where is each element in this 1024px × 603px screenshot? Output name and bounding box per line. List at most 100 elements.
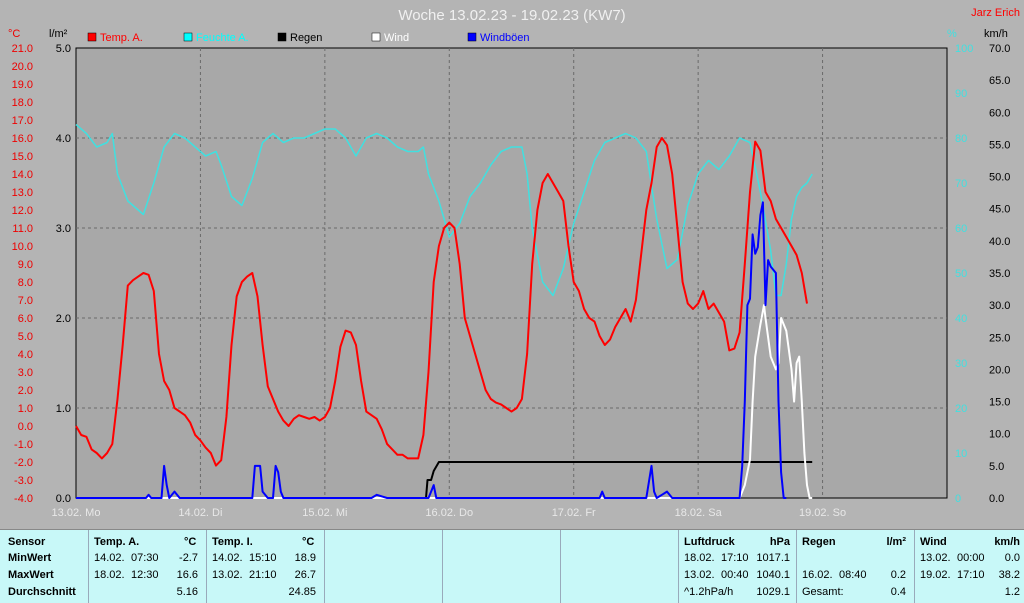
x-tick-label: 16.02. Do [425, 507, 473, 519]
wind-axis-tick: 10.0 [989, 429, 1010, 441]
humidity-axis-tick: 80 [955, 133, 967, 145]
humidity-axis-tick: 70 [955, 178, 967, 190]
rain-axis-tick: 0.0 [56, 493, 71, 505]
temp-axis-tick: -2.0 [14, 457, 33, 469]
humidity-axis-tick: 0 [955, 493, 961, 505]
x-tick-label: 18.02. Sa [675, 507, 723, 519]
series-line-gust [76, 201, 787, 499]
rain-axis-tick: 5.0 [56, 43, 71, 55]
luft-min-val: 1017.1 [756, 552, 790, 564]
regen-title: Regen [802, 536, 836, 548]
x-tick-label: 14.02. Di [178, 507, 222, 519]
wind-axis-tick: 45.0 [989, 204, 1010, 216]
legend-label-rain: Regen [290, 32, 322, 44]
temp-axis-tick: 5.0 [18, 331, 33, 343]
temp-a-max-val: 16.6 [176, 569, 198, 581]
stats-col-labels: Sensor MinWert MaxWert Durchschnitt [0, 530, 89, 603]
stats-col-luftdruck: Luftdruck hPa 18.02. 17:10 1017.1 13.02.… [679, 530, 797, 603]
temp-axis-tick: -3.0 [14, 475, 33, 487]
temp-axis-tick: 19.0 [12, 79, 33, 91]
legend-label-wind: Wind [384, 32, 409, 44]
temp-i-avg: 24.85 [288, 586, 316, 598]
legend-label-temp: Temp. A. [100, 32, 143, 44]
chart-credit: Jarz Erich [971, 7, 1020, 19]
temp-axis-tick: 3.0 [18, 367, 33, 379]
rain-axis-tick: 3.0 [56, 223, 71, 235]
wind-axis-tick: 35.0 [989, 268, 1010, 280]
x-tick-label: 13.02. Mo [52, 507, 101, 519]
temp-a-min-val: -2.7 [179, 552, 198, 564]
temp-axis-tick: -4.0 [14, 493, 33, 505]
humidity-axis-tick: 50 [955, 268, 967, 280]
stats-col-empty-1 [325, 530, 443, 603]
temp-a-title: Temp. A. [94, 536, 140, 548]
wind-unit: km/h [994, 536, 1020, 548]
temp-axis-tick: 1.0 [18, 403, 33, 415]
regen-gesamt-label: Gesamt: [802, 586, 844, 598]
regen-unit: l/m² [886, 536, 906, 548]
stats-col-temp-a: Temp. A. °C 14.02. 07:30 -2.7 18.02. 12:… [89, 530, 207, 603]
humidity-unit-label: % [947, 28, 957, 40]
temp-axis-tick: 16.0 [12, 133, 33, 145]
temp-axis-tick: 7.0 [18, 295, 33, 307]
wind-axis-tick: 40.0 [989, 236, 1010, 248]
legend-swatch-hum [183, 32, 193, 42]
temp-a-min-time: 07:30 [131, 552, 159, 564]
legend-swatch-rain [277, 32, 287, 42]
regen-val: 0.2 [890, 569, 906, 581]
stats-col-temp-i: Temp. I. °C 14.02. 15:10 18.9 13.02. 21:… [207, 530, 325, 603]
stats-col-empty-2 [443, 530, 561, 603]
temp-axis-tick: 12.0 [12, 205, 33, 217]
humidity-axis-tick: 20 [955, 403, 967, 415]
temp-axis-tick: 17.0 [12, 115, 33, 127]
legend-label-gust: Windböen [480, 32, 530, 44]
regen-gesamt: 0.4 [890, 586, 906, 598]
temp-axis-tick: 6.0 [18, 313, 33, 325]
temp-i-max-val: 26.7 [294, 569, 316, 581]
temp-axis-tick: 20.0 [12, 61, 33, 73]
wind-axis-tick: 5.0 [989, 461, 1004, 473]
luft-max-time: 00:40 [721, 569, 749, 581]
temp-axis-tick: 9.0 [18, 259, 33, 271]
wind-max-date: 19.02. [920, 569, 951, 581]
wind-axis-tick: 70.0 [989, 43, 1010, 55]
luft-unit: hPa [769, 536, 790, 548]
temp-axis-tick: 10.0 [12, 241, 33, 253]
temp-axis-tick: 13.0 [12, 187, 33, 199]
wind-max-val: 38.2 [998, 569, 1020, 581]
x-tick-label: 19.02. So [799, 507, 846, 519]
temp-unit-label: °C [8, 28, 20, 40]
temp-axis-tick: 21.0 [12, 43, 33, 55]
temp-a-min-date: 14.02. [94, 552, 125, 564]
temp-axis-tick: 8.0 [18, 277, 33, 289]
rain-axis-tick: 4.0 [56, 133, 71, 145]
luft-max-date: 13.02. [684, 569, 715, 581]
luft-max-val: 1040.1 [756, 569, 790, 581]
wind-title: Wind [920, 536, 947, 548]
temp-axis-tick: 0.0 [18, 421, 33, 433]
stats-table: Sensor MinWert MaxWert Durchschnitt Temp… [0, 529, 1024, 603]
luft-min-date: 18.02. [684, 552, 715, 564]
humidity-axis-tick: 40 [955, 313, 967, 325]
regen-time: 08:40 [839, 569, 867, 581]
rain-axis-tick: 1.0 [56, 403, 71, 415]
luft-avg: 1029.1 [756, 586, 790, 598]
wind-axis-tick: 15.0 [989, 397, 1010, 409]
temp-a-unit: °C [184, 536, 197, 548]
wind-axis-tick: 55.0 [989, 139, 1010, 151]
series-line-temp [75, 137, 808, 467]
temp-i-min-date: 14.02. [212, 552, 243, 564]
temp-axis-tick: 14.0 [12, 169, 33, 181]
x-tick-label: 17.02. Fr [552, 507, 596, 519]
temp-axis-tick: 18.0 [12, 97, 33, 109]
temp-a-max-time: 12:30 [131, 569, 159, 581]
rain-axis-tick: 2.0 [56, 313, 71, 325]
legend-swatch-gust [467, 32, 477, 42]
temp-axis-tick: 2.0 [18, 385, 33, 397]
temp-axis-tick: 11.0 [12, 223, 33, 235]
humidity-axis-tick: 60 [955, 223, 967, 235]
temp-i-max-date: 13.02. [212, 569, 243, 581]
temp-a-max-date: 18.02. [94, 569, 125, 581]
wind-axis-tick: 30.0 [989, 300, 1010, 312]
